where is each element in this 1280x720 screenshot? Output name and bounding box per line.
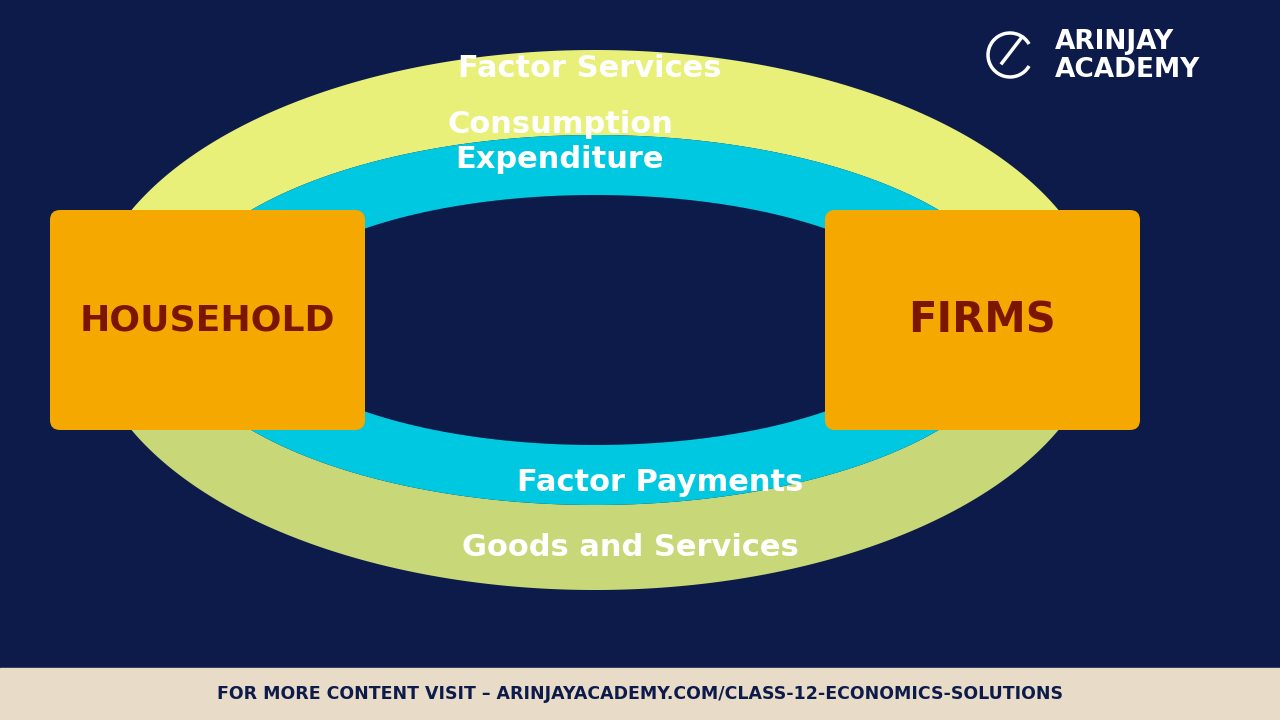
- FancyBboxPatch shape: [826, 210, 1140, 430]
- Bar: [0, 668, 1280, 720]
- Text: Goods and Services: Goods and Services: [462, 534, 799, 562]
- Polygon shape: [168, 320, 1023, 505]
- Polygon shape: [87, 50, 1102, 320]
- FancyBboxPatch shape: [50, 210, 365, 430]
- Polygon shape: [52, 320, 132, 412]
- Polygon shape: [87, 320, 1102, 590]
- Text: ARINJAY: ARINJAY: [1055, 29, 1174, 55]
- Text: ACADEMY: ACADEMY: [1055, 57, 1201, 83]
- Polygon shape: [983, 238, 1052, 320]
- Polygon shape: [52, 228, 132, 320]
- Text: HOUSEHOLD: HOUSEHOLD: [79, 303, 335, 337]
- Text: FOR MORE CONTENT VISIT – ARINJAYACADEMY.COM/CLASS-12-ECONOMICS-SOLUTIONS: FOR MORE CONTENT VISIT – ARINJAYACADEMY.…: [218, 685, 1062, 703]
- Text: FIRMS: FIRMS: [909, 299, 1056, 341]
- Text: Consumption
Expenditure: Consumption Expenditure: [447, 109, 673, 174]
- Text: Factor Services: Factor Services: [458, 53, 722, 83]
- Polygon shape: [168, 135, 1023, 320]
- Polygon shape: [138, 320, 207, 402]
- Text: Factor Payments: Factor Payments: [517, 467, 803, 497]
